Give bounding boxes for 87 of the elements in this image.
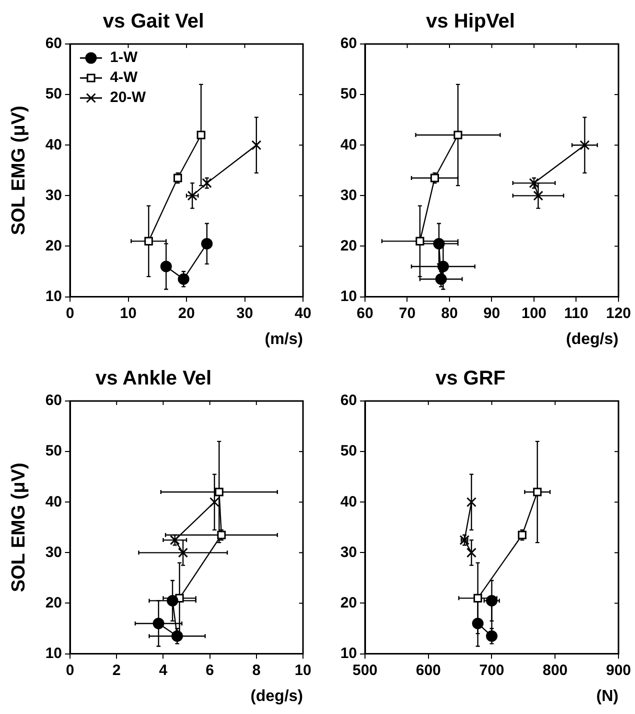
x-tick-label: 10 [294, 662, 312, 679]
y-tick-label: 20 [45, 237, 62, 254]
y-tick-label: 30 [45, 544, 62, 561]
x-tick-label: 600 [416, 662, 441, 679]
point [178, 548, 188, 558]
y-tick-label: 10 [340, 288, 357, 305]
point [171, 630, 183, 642]
y-tick-label: 30 [340, 186, 357, 204]
y-tick-label: 30 [340, 544, 357, 561]
point [533, 488, 542, 496]
x-tick-label: 40 [294, 304, 312, 322]
y-tick-label: 10 [45, 288, 62, 305]
y-tick-label: 20 [340, 594, 357, 612]
x-axis-title: (m/s) [264, 330, 303, 348]
y-tick-label: 40 [340, 493, 357, 510]
x-tick-label: 900 [606, 662, 631, 679]
point [454, 130, 462, 140]
chart-title: vs GRF [435, 368, 506, 390]
point [486, 594, 498, 606]
x-tick-label: 60 [356, 304, 374, 322]
x-tick-label: 70 [398, 304, 416, 322]
y-axis-title: SOL EMG (μV) [8, 106, 30, 236]
x-tick-label: 700 [479, 662, 504, 679]
y-tick-label: 60 [45, 35, 62, 52]
y-tick-label: 50 [340, 86, 357, 103]
x-axis-title: (deg/s) [566, 330, 618, 348]
x-tick-label: 800 [542, 662, 568, 679]
chart-title: vs Gait Vel [102, 10, 204, 33]
point [201, 238, 213, 250]
point [435, 273, 447, 285]
y-tick-label: 60 [340, 392, 357, 410]
x-tick-label: 90 [483, 304, 500, 322]
point [187, 190, 198, 201]
x-tick-label: 500 [352, 662, 378, 679]
legend-label: 20-W [110, 89, 147, 106]
point [166, 594, 178, 606]
y-tick-label: 50 [340, 442, 357, 460]
y-tick-label: 60 [340, 35, 357, 52]
x-tick-label: 2 [112, 662, 121, 679]
point [433, 238, 445, 250]
x-tick-label: 0 [66, 662, 74, 679]
point [474, 594, 482, 602]
point [178, 273, 190, 285]
x-tick-label: 0 [66, 304, 74, 322]
x-axis-title: (N) [596, 688, 618, 705]
point [466, 548, 476, 558]
point [196, 130, 206, 140]
y-tick-label: 40 [340, 136, 357, 154]
x-tick-label: 10 [120, 304, 137, 322]
point [416, 236, 424, 246]
x-tick-label: 4 [159, 662, 168, 679]
y-tick-label: 40 [45, 136, 62, 154]
x-axis-title: (deg/s) [250, 688, 303, 705]
point [170, 535, 180, 546]
point [144, 236, 153, 246]
y-tick-label: 40 [45, 493, 62, 510]
x-tick-label: 6 [206, 662, 214, 679]
x-tick-label: 110 [564, 304, 588, 322]
point [472, 618, 484, 630]
point [209, 497, 220, 508]
y-tick-label: 50 [45, 442, 62, 460]
y-tick-label: 50 [45, 86, 62, 103]
x-tick-label: 8 [252, 662, 261, 679]
chart-title: vs Ankle Vel [96, 368, 212, 390]
legend-label: 4-W [110, 69, 138, 86]
y-tick-label: 20 [45, 594, 62, 612]
point [580, 140, 590, 150]
y-tick-label: 30 [45, 186, 62, 204]
legend-label: 1-W [110, 49, 138, 66]
point [152, 618, 164, 630]
x-tick-label: 120 [606, 304, 631, 322]
x-tick-label: 100 [521, 304, 547, 322]
y-tick-label: 10 [45, 644, 62, 662]
y-axis-title: SOL EMG (μV) [8, 462, 30, 592]
chart-title: vs HipVel [426, 10, 515, 33]
y-tick-label: 10 [340, 644, 357, 662]
point [214, 488, 224, 496]
point [160, 260, 172, 272]
point [251, 140, 262, 150]
point [437, 260, 449, 272]
x-tick-label: 20 [178, 304, 195, 322]
point [486, 630, 498, 642]
y-tick-label: 60 [45, 392, 62, 410]
y-tick-label: 20 [340, 237, 357, 254]
x-tick-label: 30 [236, 304, 254, 322]
x-tick-label: 80 [441, 304, 458, 322]
point [466, 497, 476, 508]
